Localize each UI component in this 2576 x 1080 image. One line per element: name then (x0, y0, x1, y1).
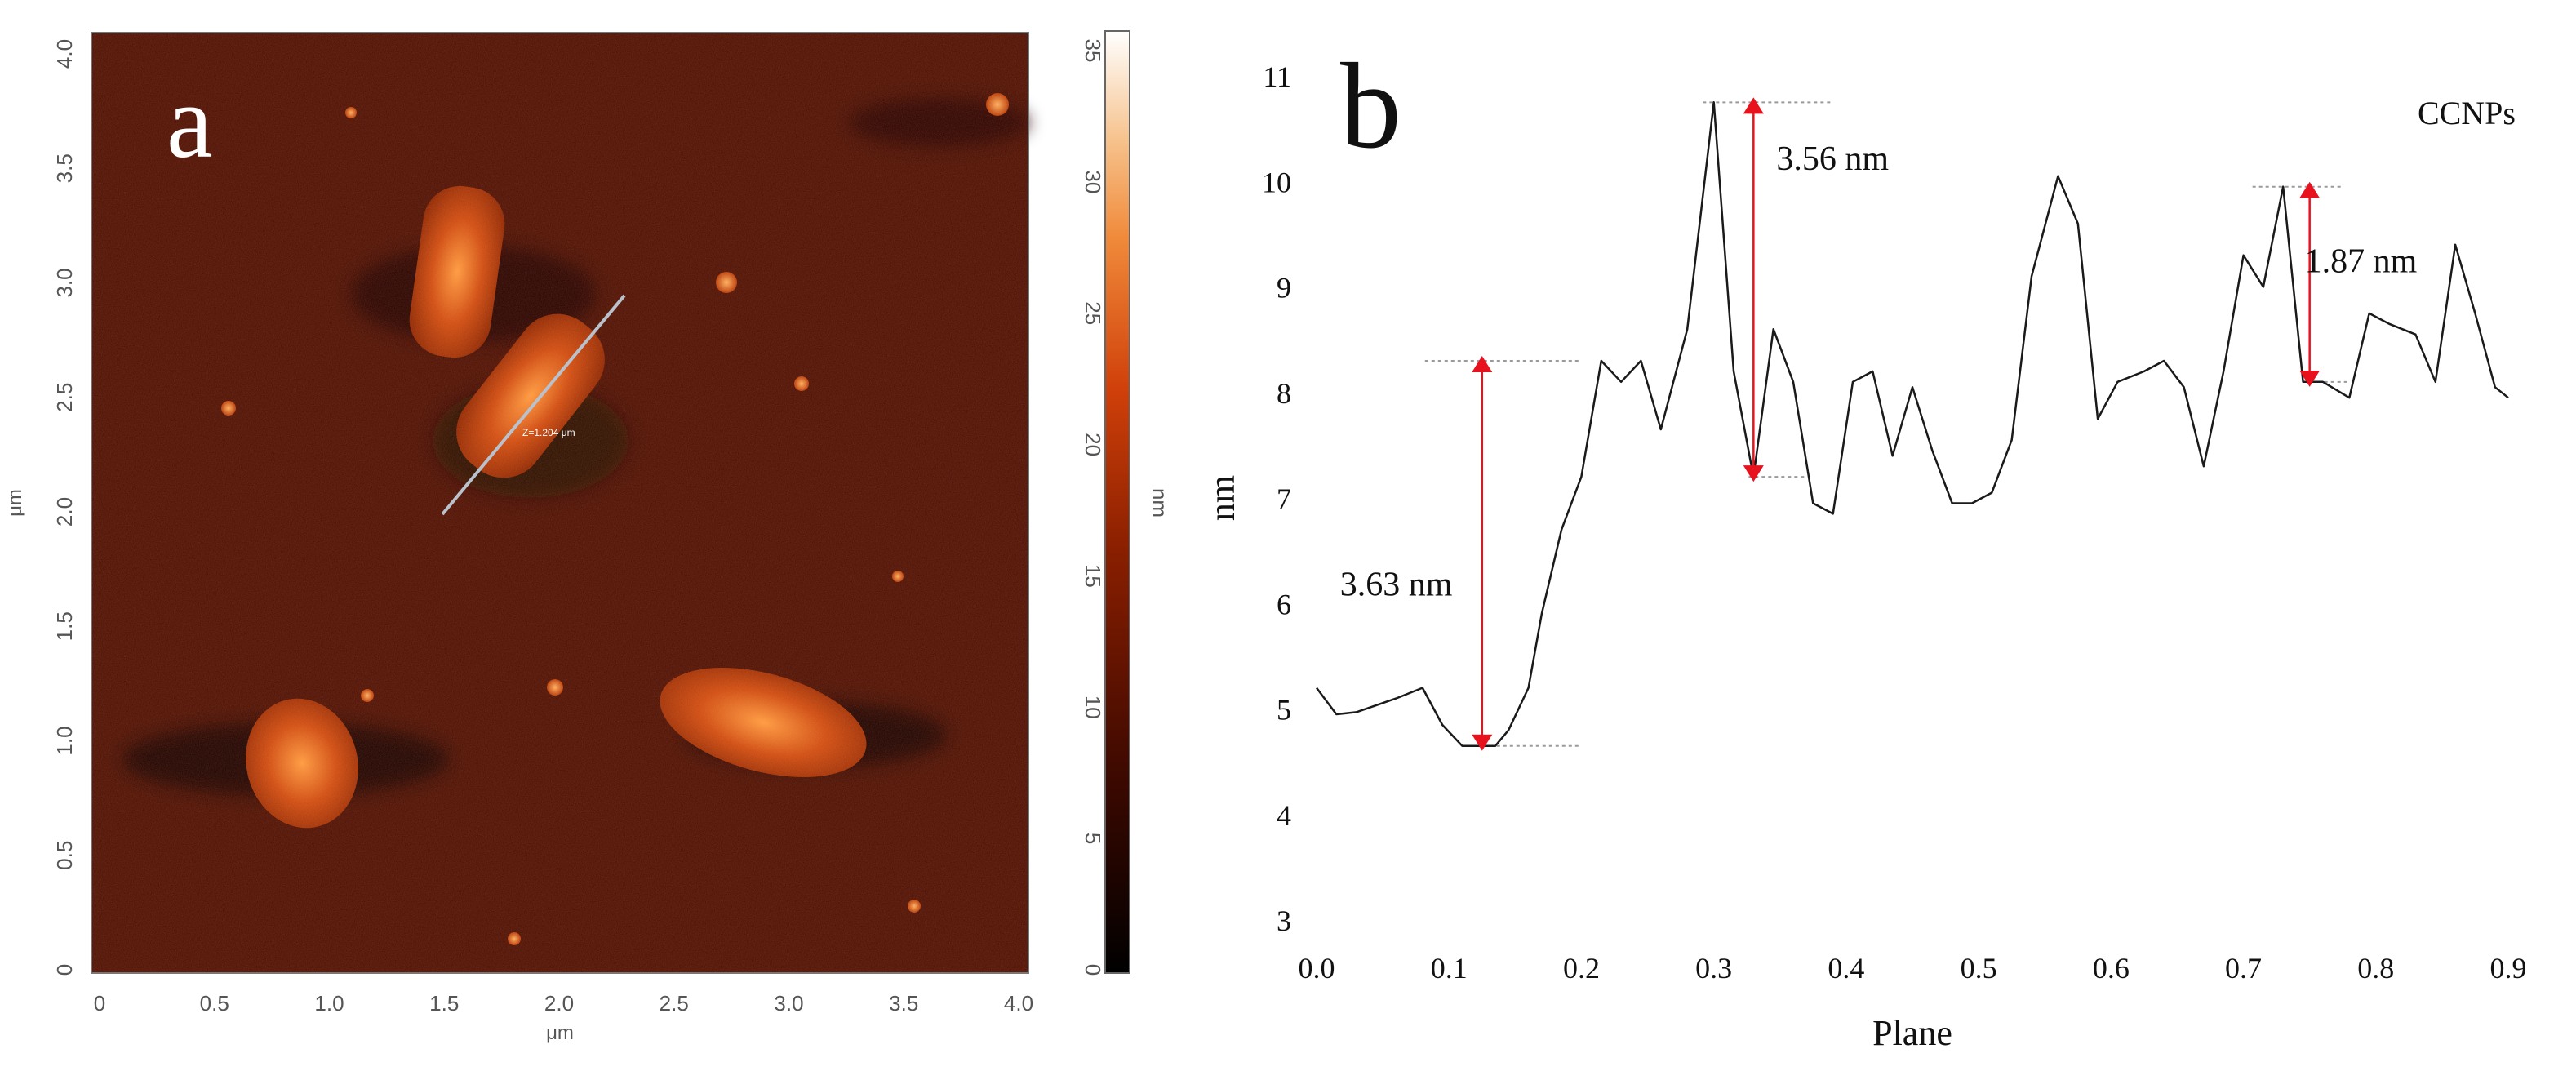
afm-y-tick-label: 2.5 (52, 383, 77, 412)
panel-b-label: b (1340, 38, 1401, 174)
y-tick-label: 9 (1277, 272, 1291, 304)
afm-y-tick-label: 2.0 (52, 497, 77, 527)
x-tick-label: 0.3 (1695, 952, 1732, 984)
afm-x-tick-label: 2.0 (544, 991, 574, 1016)
y-tick-label: 5 (1277, 694, 1291, 727)
colorbar-tick-label: 10 (1081, 696, 1105, 719)
colorbar-unit: nm (1148, 488, 1172, 518)
colorbar-tick-label: 20 (1081, 433, 1105, 456)
afm-x-tick-label: 3.0 (774, 991, 803, 1016)
x-tick-label: 0.6 (2093, 952, 2130, 984)
afm-x-tick-label: 0 (94, 991, 105, 1016)
afm-x-tick-label: 4.0 (1004, 991, 1033, 1016)
y-tick-label: 6 (1277, 588, 1291, 620)
y-tick-label: 3 (1277, 904, 1291, 937)
afm-y-tick-label: 0.5 (52, 841, 77, 870)
x-tick-label: 0.7 (2225, 952, 2262, 984)
colorbar-tick-labels: 0 5 10 15 20 25 30 35 (1081, 39, 1105, 976)
x-tick-label: 0.0 (1299, 952, 1335, 984)
colorbar: 0 5 10 15 20 25 30 35 nm (1081, 30, 1172, 976)
y-tick-label: 8 (1277, 377, 1291, 410)
x-tick-label: 0.4 (1828, 952, 1864, 984)
afm-x-tick-label: 2.5 (660, 991, 689, 1016)
afm-frame (91, 32, 1029, 974)
afm-x-tick-label: 1.0 (314, 991, 344, 1016)
afm-x-tick-label: 1.5 (429, 991, 459, 1016)
series-group (1316, 101, 2509, 747)
x-axis-label: Plane (1872, 1013, 1952, 1053)
annotation-label: 3.56 nm (1776, 140, 1889, 178)
y-tick-label: 11 (1263, 60, 1291, 93)
afm-y-tick-label: 0 (52, 964, 77, 976)
annotation-label: 1.87 nm (2305, 243, 2418, 281)
afm-x-axis-unit: μm (546, 1022, 574, 1044)
colorbar-gradient (1104, 30, 1130, 974)
y-tick-label: 4 (1277, 799, 1291, 832)
y-tick-label: 10 (1262, 166, 1291, 198)
panel-a: Z=1.204 μm a 0 0.5 1.0 1.5 2.0 2.5 3.0 3.5 4.0 0… (4, 32, 1033, 1044)
x-tick-label: 0.8 (2357, 952, 2394, 984)
colorbar-tick-label: 30 (1081, 170, 1105, 193)
afm-y-tick-label: 1.5 (52, 611, 77, 641)
panel-a-label: a (167, 64, 213, 180)
colorbar-tick-label: 0 (1081, 964, 1105, 976)
profile-line (441, 294, 626, 516)
afm-texture (91, 33, 1028, 973)
colorbar-tick-label: 25 (1081, 301, 1105, 325)
afm-y-tick-label: 1.0 (52, 726, 77, 755)
afm-x-tick-label: 0.5 (200, 991, 229, 1016)
afm-x-tick-label: 3.5 (889, 991, 918, 1016)
afm-y-tick-labels: 0 0.5 1.0 1.5 2.0 2.5 3.0 3.5 4.0 (52, 39, 77, 976)
series-line (1316, 101, 2509, 747)
colorbar-tick-label: 15 (1081, 564, 1105, 588)
colorbar-tick-label: 5 (1081, 833, 1105, 844)
x-tick-label: 0.9 (2490, 952, 2527, 984)
annotation-label: 3.63 nm (1340, 567, 1453, 604)
profile-line-annotation: Z=1.204 μm (522, 427, 575, 438)
x-tick-label: 0.5 (1961, 952, 1997, 984)
x-tick-labels: 0.0 0.1 0.2 0.3 0.4 0.5 0.6 0.7 0.8 0.9 (1299, 952, 2527, 984)
x-tick-label: 0.1 (1431, 952, 1468, 984)
annotations-group: 3.63 nm 3.56 nm 1.87 nm (1340, 97, 2418, 751)
afm-y-tick-label: 3.5 (52, 153, 77, 183)
y-axis-label: nm (1202, 475, 1242, 521)
afm-x-tick-labels: 0 0.5 1.0 1.5 2.0 2.5 3.0 3.5 4.0 (94, 991, 1033, 1016)
afm-y-axis-unit: μm (4, 489, 26, 517)
afm-y-tick-label: 3.0 (52, 268, 77, 297)
afm-y-tick-label: 4.0 (52, 39, 77, 69)
y-tick-labels: 3 4 5 6 7 8 9 10 11 (1262, 60, 1291, 937)
x-tick-label: 0.2 (1563, 952, 1600, 984)
y-tick-label: 7 (1277, 482, 1291, 515)
colorbar-tick-label: 35 (1081, 39, 1105, 63)
legend-series-label: CCNPs (2418, 95, 2516, 131)
